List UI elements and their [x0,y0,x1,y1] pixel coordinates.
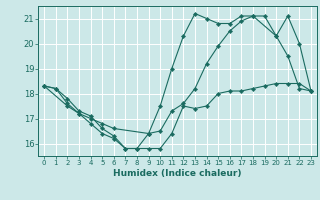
X-axis label: Humidex (Indice chaleur): Humidex (Indice chaleur) [113,169,242,178]
